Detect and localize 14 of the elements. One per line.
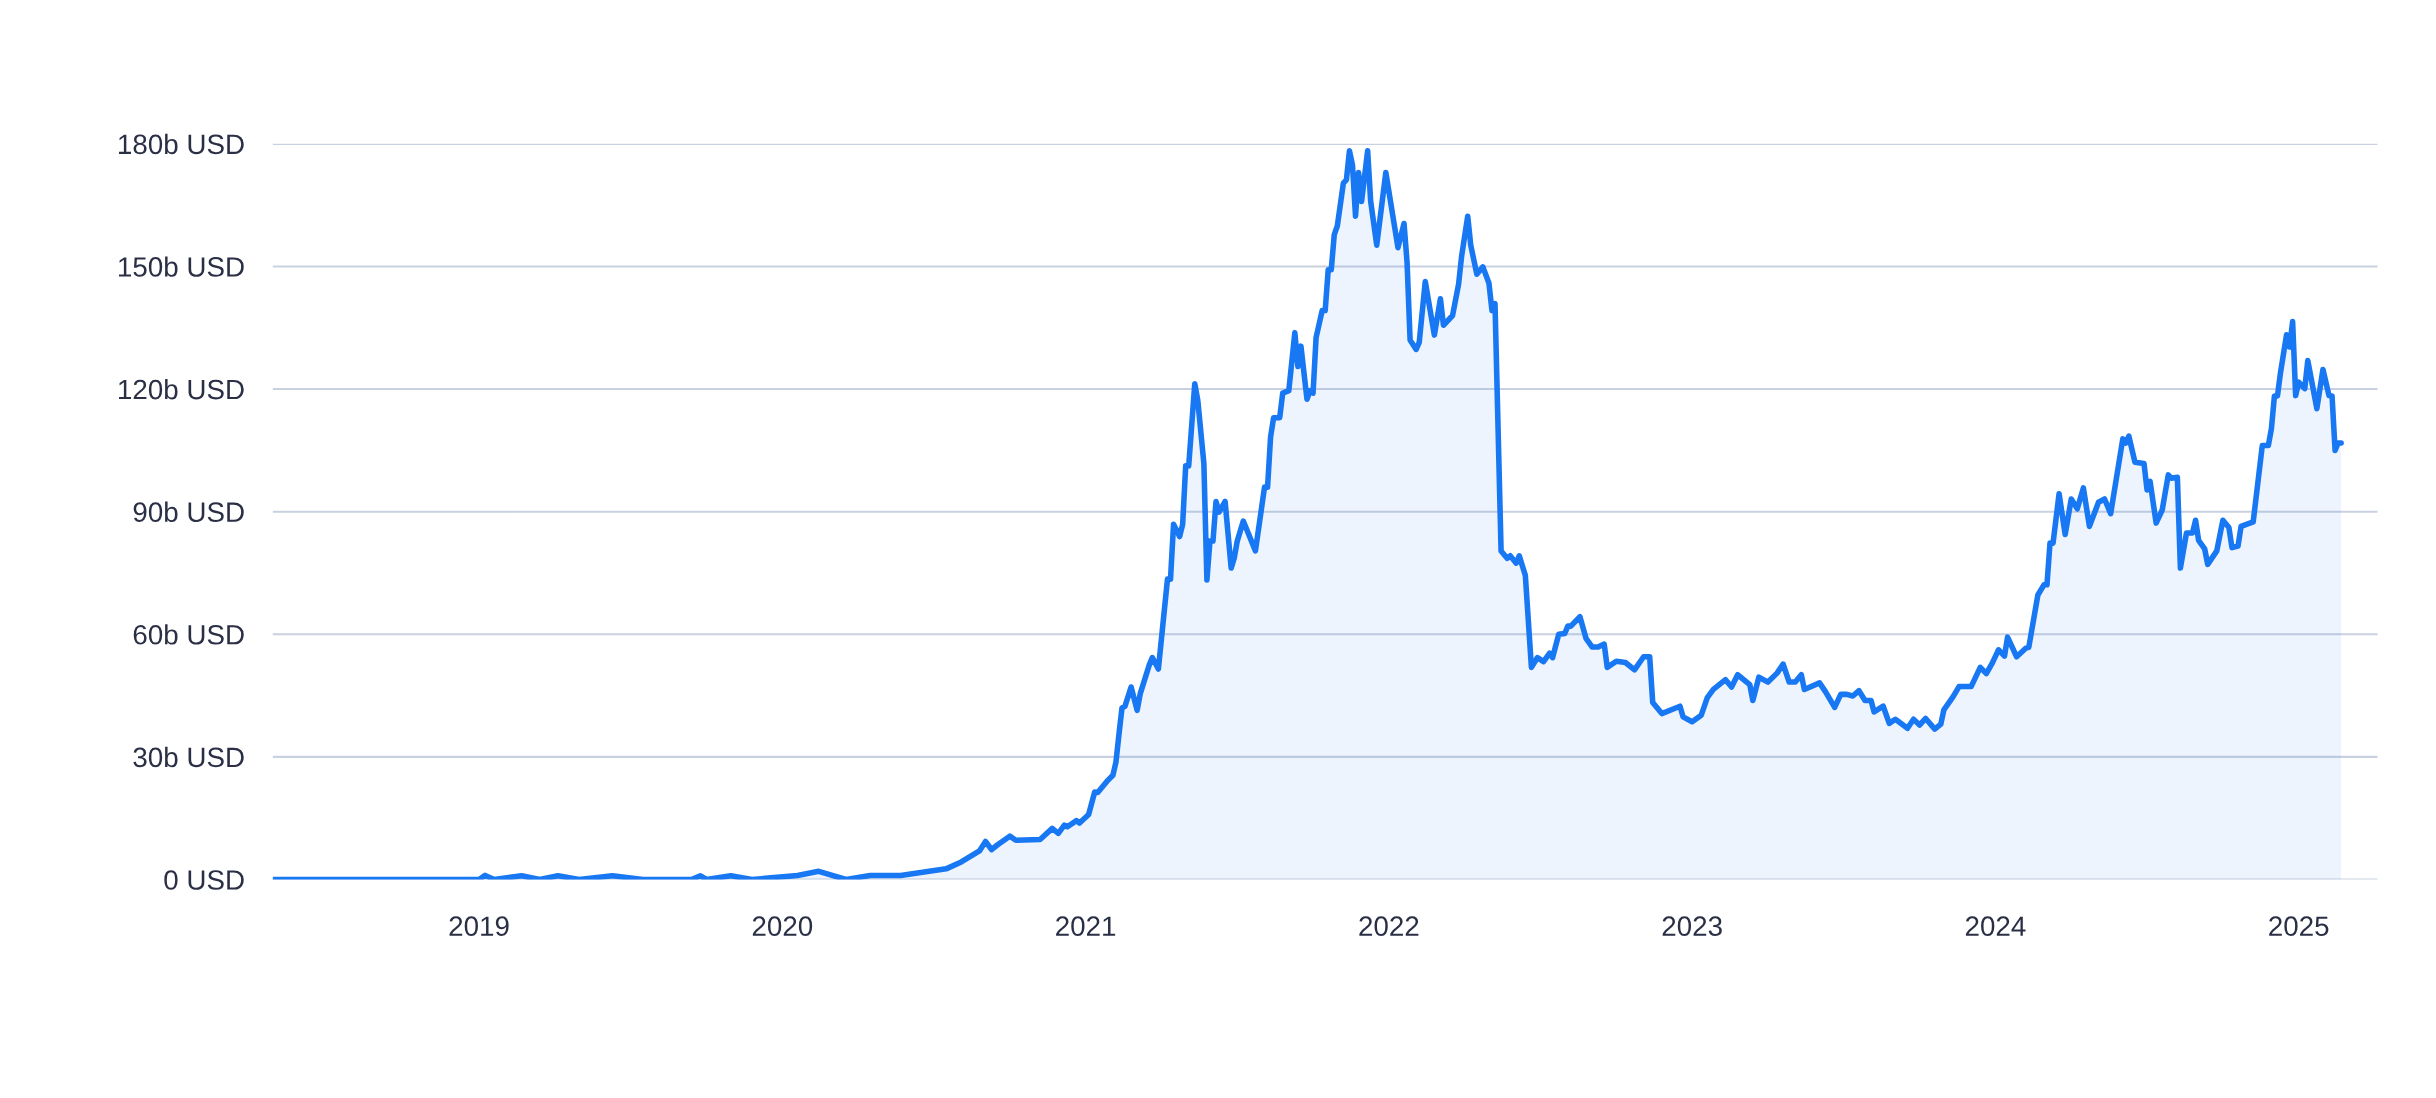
y-tick-label: 0 USD xyxy=(164,870,244,890)
x-tick-label: 2023 xyxy=(1662,916,1722,937)
y-tick-label: 120b USD xyxy=(119,378,244,400)
y-tick-label: 90b USD xyxy=(133,501,244,523)
y-tick-label: 150b USD xyxy=(119,256,244,277)
y-tick-label: 30b USD xyxy=(133,746,244,768)
y-tick-label: 60b USD xyxy=(133,624,244,645)
y-tick-label: 180b USD xyxy=(119,133,244,155)
x-tick-label: 2022 xyxy=(1359,916,1419,937)
x-tick-label: 2024 xyxy=(1965,916,2026,937)
x-tick-label: 2021 xyxy=(1056,916,1116,937)
x-tick-label: 2025 xyxy=(2269,916,2329,937)
x-tick-label: 2019 xyxy=(449,916,509,937)
x-tick-label: 2020 xyxy=(752,916,813,937)
